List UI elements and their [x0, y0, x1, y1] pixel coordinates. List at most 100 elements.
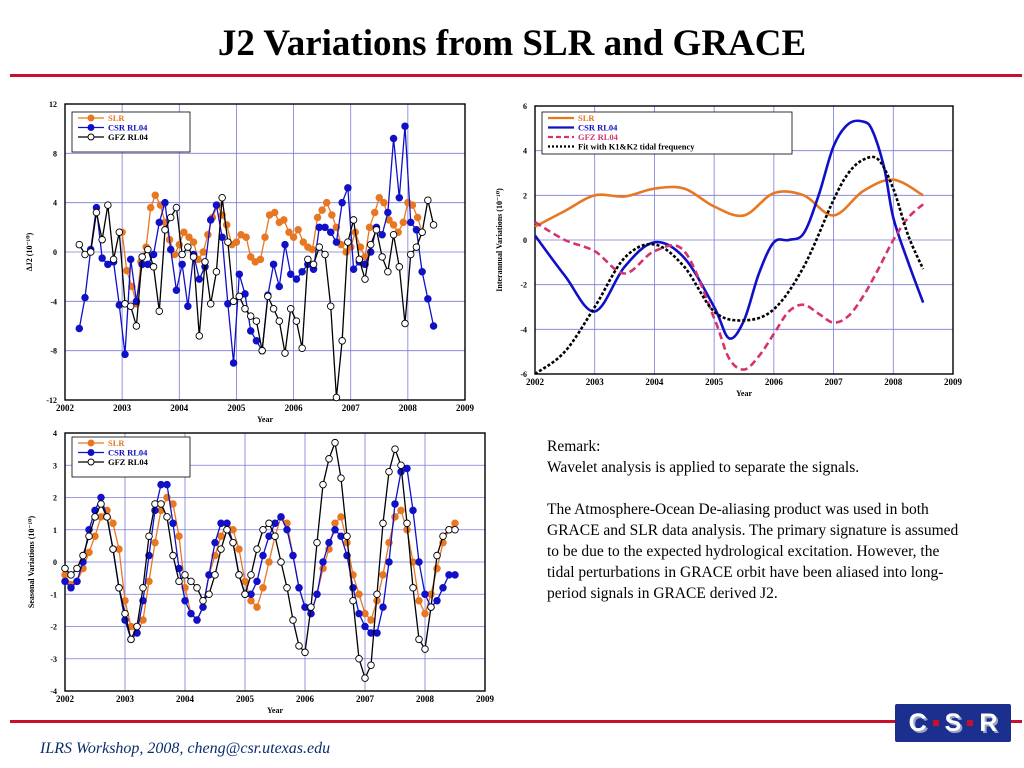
data-point — [355, 590, 363, 598]
legend-label: CSR RL04 — [108, 123, 148, 133]
data-point — [285, 228, 293, 237]
data-point — [331, 525, 339, 534]
data-point — [349, 584, 357, 592]
data-point — [256, 255, 265, 264]
data-point — [413, 213, 422, 222]
data-point — [365, 223, 374, 232]
data-point — [241, 304, 249, 313]
x-tick-label: 2005 — [227, 403, 246, 413]
logo-letter-c: C — [908, 708, 927, 737]
data-point — [321, 250, 329, 259]
data-point — [212, 201, 221, 209]
data-point — [81, 293, 89, 302]
data-point — [418, 267, 426, 276]
data-point — [169, 551, 177, 560]
remark-text: Remark: Wavelet analysis is applied to s… — [547, 436, 967, 604]
legend-marker — [87, 124, 95, 131]
y-tick-label: 1 — [53, 526, 57, 535]
data-point — [433, 596, 441, 605]
data-point — [224, 238, 232, 246]
data-point — [384, 208, 392, 217]
data-point — [389, 134, 398, 143]
data-point — [247, 571, 255, 579]
legend-label: CSR RL04 — [108, 448, 148, 458]
remark-paragraph: The Atmosphere-Ocean De-aliasing product… — [547, 501, 959, 602]
data-point — [289, 233, 298, 241]
series-line-0 — [64, 496, 456, 635]
series-line-1 — [533, 119, 925, 340]
data-point — [199, 596, 207, 605]
x-tick-label: 2007 — [825, 377, 844, 387]
data-point — [332, 393, 341, 402]
data-point — [401, 122, 409, 130]
data-point — [338, 337, 346, 345]
data-point — [370, 208, 379, 217]
data-point — [325, 538, 333, 547]
data-point — [424, 295, 432, 303]
data-point — [286, 304, 295, 313]
x-tick-label: 2007 — [356, 694, 375, 704]
plot-frame — [64, 103, 466, 401]
legend-box — [541, 111, 793, 155]
data-point — [380, 198, 388, 207]
data-point — [281, 240, 289, 249]
data-point — [98, 235, 106, 244]
data-point — [232, 238, 241, 246]
data-point — [109, 545, 117, 553]
series-line-2 — [64, 440, 455, 680]
data-point — [271, 532, 279, 540]
x-tick-label: 2005 — [236, 694, 255, 704]
data-point — [292, 317, 301, 325]
data-point — [355, 609, 363, 618]
data-point — [122, 266, 131, 275]
data-point — [126, 255, 135, 264]
slide-title: J2 Variations from SLR and GRACE — [217, 23, 807, 64]
seasonal-chart: 2002 2003 2004 2005 2006 2007 2008 2009 -4 -3 -2 -1… — [27, 429, 495, 715]
legend-label: SLR — [108, 438, 125, 448]
data-point — [235, 571, 243, 579]
data-point — [344, 238, 352, 246]
legend-label: SLR — [578, 113, 595, 123]
data-point — [145, 577, 153, 586]
data-point — [322, 198, 331, 207]
logo-dot — [932, 720, 939, 726]
data-point — [132, 322, 141, 330]
data-point — [337, 513, 345, 521]
data-point — [166, 245, 175, 254]
data-point — [269, 260, 278, 269]
data-point — [367, 661, 375, 669]
data-point — [429, 322, 438, 330]
data-point — [403, 519, 411, 528]
data-point — [61, 564, 69, 573]
data-point — [289, 616, 297, 624]
data-point — [205, 590, 213, 598]
data-point — [395, 263, 404, 271]
y-tick-label: 0 — [523, 236, 527, 245]
data-point — [421, 609, 429, 618]
data-point — [133, 622, 141, 631]
x-tick-label: 2003 — [116, 694, 135, 704]
data-point — [145, 532, 153, 540]
remark-gap — [547, 478, 967, 499]
data-point — [298, 267, 306, 276]
data-point — [180, 228, 188, 237]
data-point — [406, 218, 415, 227]
y-tick-label: 4 — [53, 429, 57, 438]
data-point — [211, 538, 219, 547]
data-point — [235, 292, 244, 301]
data-point — [235, 545, 243, 553]
data-point — [61, 577, 69, 586]
x-tick-label: 2005 — [705, 377, 724, 387]
data-point — [451, 571, 459, 579]
data-point — [127, 635, 135, 644]
data-point — [349, 265, 358, 274]
data-point — [379, 603, 387, 611]
data-point — [331, 519, 339, 528]
data-point — [242, 233, 250, 241]
y-axis-label: Interannual Variations (10⁻¹⁰) — [495, 188, 504, 292]
title-rule — [10, 74, 1022, 77]
data-point — [265, 558, 273, 566]
data-point — [252, 317, 261, 325]
x-tick-label: 2002 — [526, 377, 545, 387]
